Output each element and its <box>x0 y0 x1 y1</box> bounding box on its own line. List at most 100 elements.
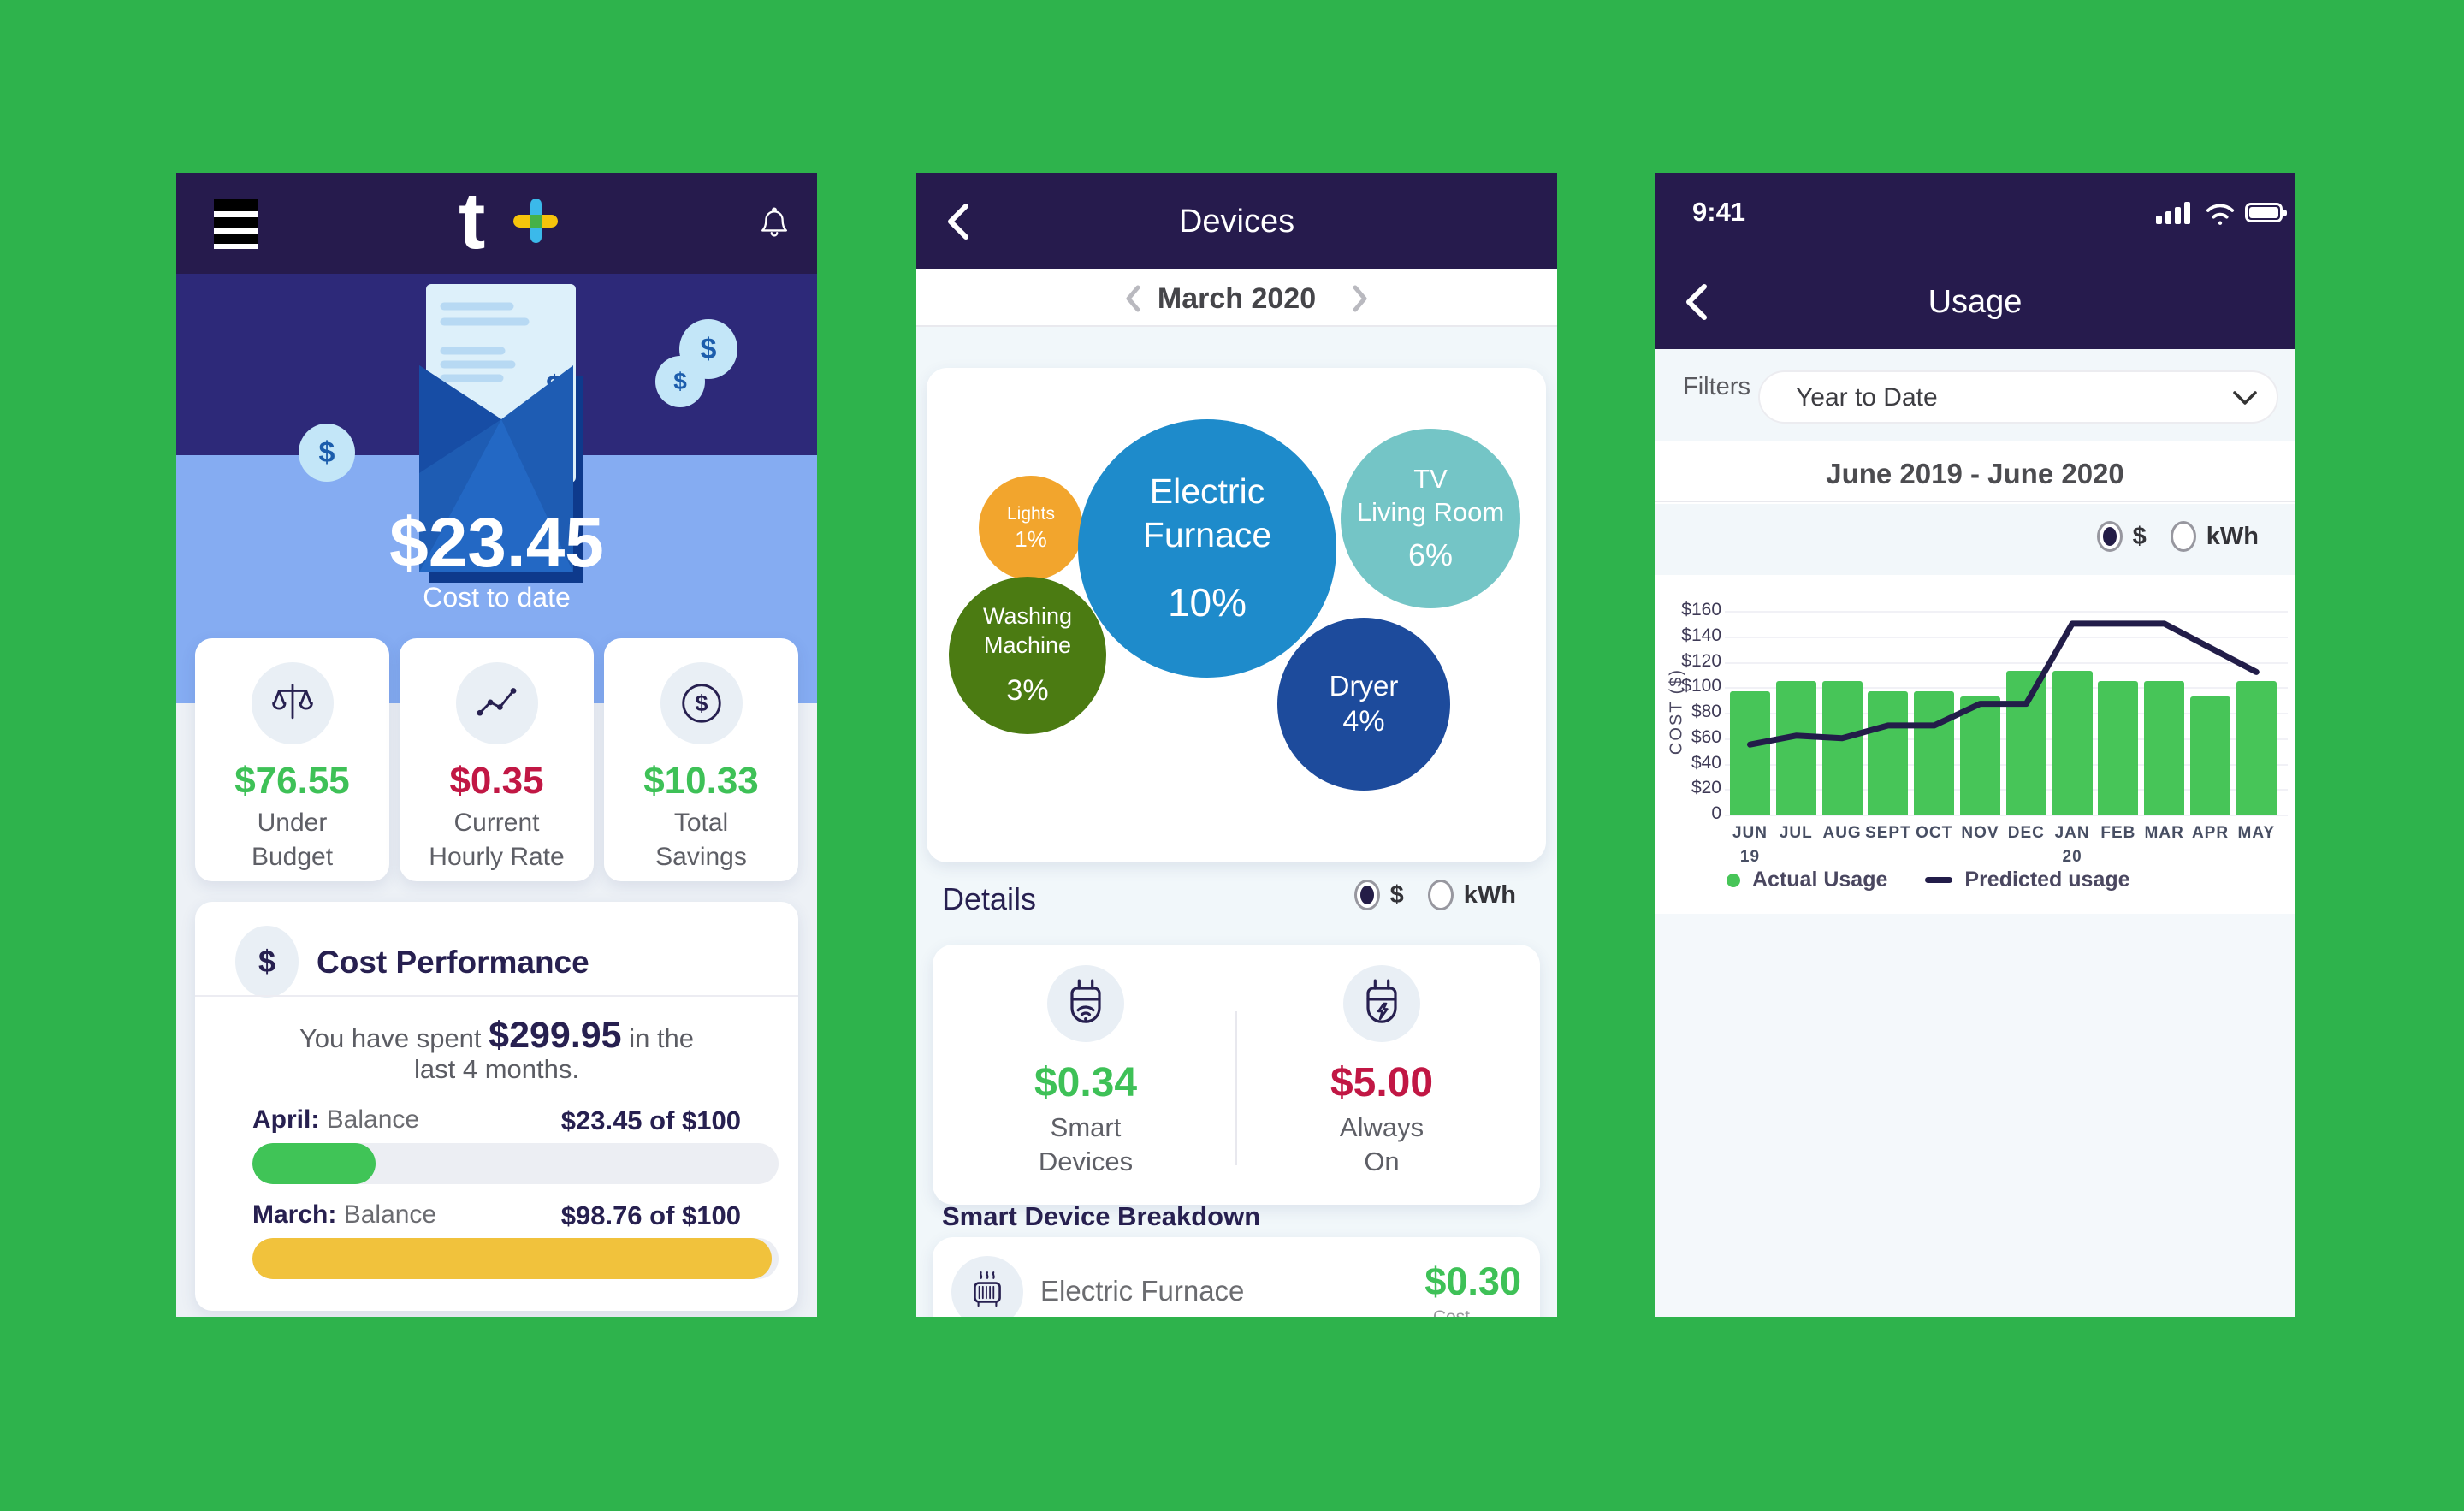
unit-radio-$[interactable]: $ <box>2096 521 2147 552</box>
chevron-right-icon[interactable] <box>1351 284 1370 317</box>
gridline <box>1725 661 2288 664</box>
spend-summary-prefix: You have spent <box>299 1023 489 1053</box>
x-tick-label: JAN 20 <box>2054 824 2090 866</box>
devices-header: Devices <box>916 173 1557 269</box>
home-header: t <box>176 173 817 274</box>
device-bubble[interactable]: Lights 1% <box>979 476 1083 580</box>
stat-card: $0.35 Current Hourly Rate <box>400 638 594 881</box>
usage-header: 9:41 Usage <box>1655 173 2295 349</box>
filters-dropdown[interactable]: Year to Date <box>1758 370 2278 424</box>
x-tick-label: SEPT <box>1865 824 1911 842</box>
usage-bar <box>2144 680 2185 815</box>
gridline <box>1725 611 2288 613</box>
radiator-icon <box>951 1256 1023 1317</box>
radio-label: kWh <box>2206 522 2259 550</box>
chevron-left-icon[interactable] <box>1123 284 1142 317</box>
coin-icon: $ <box>655 356 705 407</box>
summary-value: $0.34 <box>1034 1060 1138 1105</box>
radio-icon <box>1353 880 1380 910</box>
device-bubble[interactable]: Dryer 4% <box>1277 618 1450 791</box>
gridline <box>1725 815 2288 816</box>
summary-column: $0.34 Smart Devices <box>940 945 1231 1205</box>
gridline <box>1725 636 2288 638</box>
summary-column: $5.00 Always On <box>1236 945 1527 1205</box>
legend-dash <box>1925 877 1953 883</box>
logo-t: t <box>459 175 486 265</box>
budget-amount: $98.76 of $100 <box>560 1200 741 1230</box>
svg-text:$: $ <box>695 690 708 716</box>
legend-label: Predicted usage <box>1964 868 2130 892</box>
stat-value: $0.35 <box>449 760 544 802</box>
breakdown-sub-label: Cost <box>1433 1307 1470 1317</box>
summary-label: Always On <box>1339 1112 1424 1176</box>
usage-bar <box>1960 696 2000 815</box>
usage-bar <box>1914 690 1955 815</box>
predicted-usage-line <box>1747 620 2260 748</box>
usage-bar <box>2052 670 2093 815</box>
bubble-label: TV <box>1413 463 1448 494</box>
breakdown-title: Smart Device Breakdown <box>942 1201 1261 1231</box>
smart-plug-icon <box>1047 965 1124 1042</box>
y-tick-label: $20 <box>1691 778 1721 798</box>
device-bubble[interactable]: Washing Machine 3% <box>949 577 1106 734</box>
x-tick-label: AUG <box>1822 824 1862 842</box>
wifi-icon <box>2204 200 2236 230</box>
legend-label: Actual Usage <box>1752 868 1888 892</box>
y-tick-label: 0 <box>1711 803 1721 823</box>
bubble-label: Lights <box>1006 503 1056 524</box>
unit-band: $ kWh <box>1655 504 2295 575</box>
back-icon[interactable] <box>944 202 973 246</box>
progress-bar-fill <box>252 1238 773 1279</box>
usage-bar <box>1775 680 1816 815</box>
bubble-label: Living Room <box>1356 496 1505 527</box>
back-icon[interactable] <box>1682 282 1711 326</box>
radio-icon <box>2096 521 2123 552</box>
bubble-value: 10% <box>1167 579 1247 625</box>
stat-card: $76.55 Under Budget <box>195 638 389 881</box>
cost-to-date-amount: $23.45 <box>389 504 604 582</box>
device-bubble[interactable]: Electric Furnace 10% <box>1078 419 1336 678</box>
unit-radio-$[interactable]: $ <box>1353 880 1404 910</box>
budget-row-label: March: Balance <box>252 1200 436 1230</box>
bubble-value: 6% <box>1407 537 1454 573</box>
legend-item: Actual Usage <box>1727 868 1887 892</box>
bubble-value: 3% <box>1006 673 1049 707</box>
usage-bar <box>2098 680 2139 815</box>
bubble-label: Electric <box>1149 471 1265 511</box>
month-label[interactable]: March 2020 <box>1157 282 1317 315</box>
bubble-value: 4% <box>1342 705 1385 738</box>
device-bubble[interactable]: TV Living Room 6% <box>1341 429 1520 608</box>
logo-plus-center <box>530 215 542 228</box>
breakdown-name: Electric Furnace <box>1040 1275 1245 1307</box>
usage-bar <box>2005 670 2046 815</box>
y-tick-label: $160 <box>1681 600 1721 619</box>
x-tick-label: JUN 19 <box>1732 824 1768 866</box>
unit-radio-kWh[interactable]: kWh <box>1427 880 1516 910</box>
balance-scale-icon <box>251 662 334 744</box>
cost-to-date-caption: Cost to date <box>423 582 571 613</box>
stat-label: Under Budget <box>251 809 334 871</box>
usage-screen: 9:41 Usage Filters Year to Date June 201… <box>1655 173 2295 1317</box>
y-tick-label: $60 <box>1691 726 1721 747</box>
y-tick-label: $120 <box>1681 650 1721 671</box>
usage-bar <box>1730 690 1770 815</box>
progress-bar-fill <box>252 1143 376 1184</box>
home-screen: t $ $ $ $ $23.4 <box>176 173 817 1317</box>
signal-icon <box>2156 202 2195 224</box>
budget-label: Balance <box>326 1105 420 1134</box>
x-tick-label: FEB <box>2100 824 2136 842</box>
unit-radio-kWh[interactable]: kWh <box>2170 521 2259 552</box>
filters-label: Filters <box>1683 373 1750 400</box>
coin-icon: $ <box>299 424 355 482</box>
stat-value: $76.55 <box>234 760 350 802</box>
bell-icon[interactable] <box>755 204 794 246</box>
radio-label: $ <box>1389 880 1404 909</box>
hamburger-menu-icon[interactable] <box>214 199 258 249</box>
devices-screen: Devices March 2020 Lights 1% Washing Machin… <box>916 173 1557 1317</box>
breakdown-value: $0.30 <box>1424 1259 1521 1303</box>
filters-band: Filters Year to Date <box>1655 349 2295 441</box>
page-title: Usage <box>1928 284 2023 320</box>
breakdown-row[interactable]: Electric Furnace $0.30 Cost <box>933 1237 1540 1317</box>
progress-bar-track <box>252 1238 779 1279</box>
usage-bar <box>2236 680 2277 815</box>
